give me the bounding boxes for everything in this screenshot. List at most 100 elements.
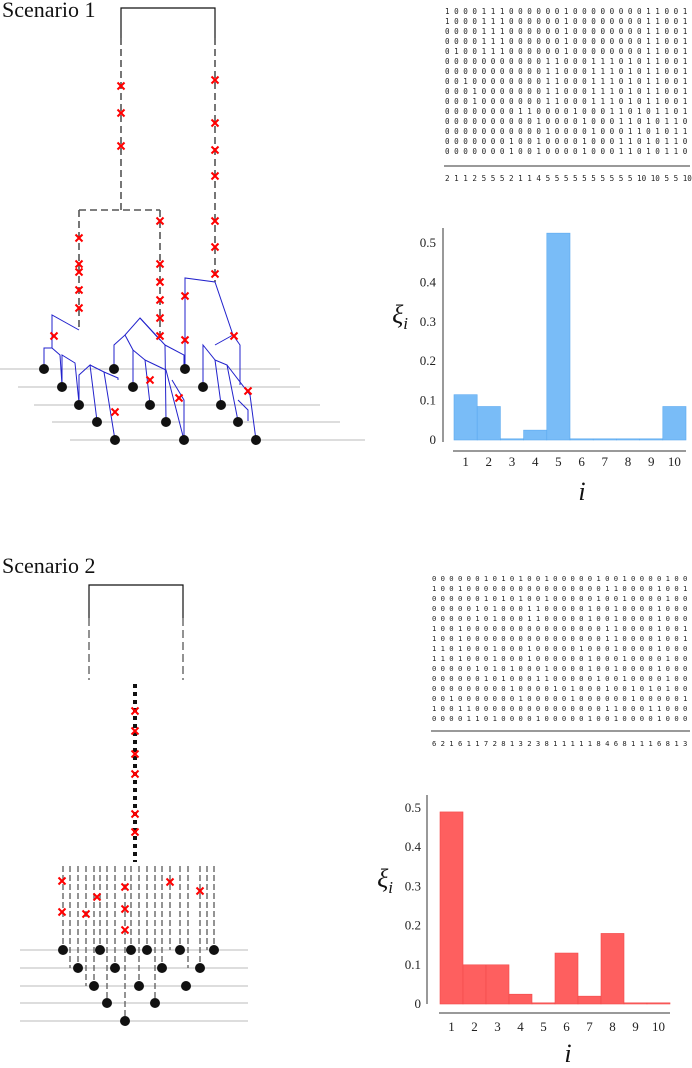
matrix-row: 1 0 0 1 1 0 0 0 0 0 0 0 0 0 0 0 0 0 0 0 … xyxy=(432,704,692,713)
bar-4 xyxy=(523,429,548,441)
scenario-1-xi-bar-chart: 0 0.1 0.2 0.3 0.4 0.5 1 2 3 4 5 6 7 8 9 10 ξi i xyxy=(392,228,687,506)
bar-10 xyxy=(662,406,687,441)
x-tick-label: 4 xyxy=(532,454,539,469)
x-tick-label: 2 xyxy=(471,1019,478,1034)
matrix-row: 1 1 0 1 0 0 0 1 0 0 0 1 0 0 0 0 0 1 0 0 … xyxy=(432,644,692,653)
y-tick-label: 0.3 xyxy=(405,878,421,893)
x-tick-label: 10 xyxy=(668,454,681,469)
bar-7 xyxy=(577,995,602,1005)
matrix-row: 0 0 0 0 0 1 0 1 0 1 0 0 0 1 0 0 0 0 1 0 … xyxy=(432,664,692,673)
matrix-row: 0 0 0 1 0 0 0 0 0 0 0 1 1 0 0 0 1 1 1 0 … xyxy=(445,97,692,106)
matrix-row: 0 0 1 0 0 0 0 0 0 0 0 1 1 0 0 0 1 1 1 0 … xyxy=(445,77,692,86)
x-tick-label: 8 xyxy=(609,1019,616,1034)
y-tick-label: 0.3 xyxy=(420,314,436,329)
x-axis-label: i xyxy=(578,477,585,506)
bar-2 xyxy=(476,406,501,441)
x-tick-labels: 1 2 3 4 5 6 7 8 9 10 xyxy=(462,454,681,469)
bar-2 xyxy=(462,964,487,1005)
y-tick-label: 0.2 xyxy=(405,918,421,933)
matrix-row: 1 0 0 1 0 0 0 0 0 0 0 0 0 0 0 0 0 0 0 0 … xyxy=(432,634,692,643)
x-tick-label: 1 xyxy=(448,1019,455,1034)
x-tick-label: 7 xyxy=(602,454,609,469)
matrix-row: 0 0 0 0 0 0 0 0 0 1 0 0 0 0 1 0 1 0 0 0 … xyxy=(432,684,692,693)
scenario-2-title: Scenario 2 xyxy=(2,553,96,578)
matrix-row: 0 0 0 0 0 0 0 0 1 1 0 0 0 0 1 0 0 0 1 1 … xyxy=(445,107,688,116)
matrix-row: 1 0 0 1 0 0 0 0 0 0 0 0 0 0 0 0 0 0 0 0 … xyxy=(432,584,692,593)
y-tick-label: 0.1 xyxy=(420,393,436,408)
matrix-row: 1 0 0 0 1 1 1 0 0 0 0 0 0 1 0 0 0 0 0 0 … xyxy=(445,17,692,26)
bar-9 xyxy=(623,1002,648,1005)
matrix-row: 0 0 0 0 1 1 1 0 0 0 0 0 0 1 0 0 0 0 0 0 … xyxy=(445,37,692,46)
matrix-row: 0 0 0 0 0 0 1 0 1 0 1 0 0 1 0 0 0 0 0 1 … xyxy=(432,574,692,583)
x-tick-label: 6 xyxy=(578,454,585,469)
y-tick-label: 0.1 xyxy=(405,957,421,972)
matrix-column-sums: 6 2 1 6 1 1 7 2 8 1 3 2 3 8 1 1 1 1 1 8 … xyxy=(432,739,692,748)
matrix-row: 0 0 0 0 0 0 1 0 1 0 1 0 0 1 0 0 0 0 0 1 … xyxy=(432,594,692,603)
x-tick-label: 9 xyxy=(632,1019,639,1034)
x-tick-label: 1 xyxy=(462,454,469,469)
matrix-row: 1 0 0 1 0 0 0 0 0 0 0 0 0 0 0 0 0 0 0 0 … xyxy=(432,624,692,633)
bar-8 xyxy=(600,933,625,1005)
bar-3 xyxy=(500,438,524,441)
bar-1 xyxy=(453,394,478,441)
mutation-marks xyxy=(49,75,253,417)
matrix-row: 1 1 0 1 0 0 0 1 0 0 0 1 0 0 0 0 0 0 1 0 … xyxy=(432,654,692,663)
matrix-row: 0 0 0 0 0 0 0 0 0 0 0 1 1 0 0 0 1 1 1 0 … xyxy=(445,67,692,76)
y-tick-label: 0.5 xyxy=(405,800,421,815)
y-tick-labels: 0 0.1 0.2 0.3 0.4 0.5 xyxy=(405,800,422,1011)
matrix-row: 0 0 0 0 0 0 0 1 0 0 1 0 0 0 0 1 0 0 0 1 … xyxy=(445,147,692,156)
bar-7 xyxy=(592,438,617,441)
scenario-1-title: Scenario 1 xyxy=(2,0,96,22)
bars xyxy=(439,811,671,1005)
scenario-1-genealogy-tree xyxy=(0,7,365,445)
scenario-2-genealogy-tree xyxy=(20,584,248,1026)
matrix-row: 1 0 0 0 1 1 1 0 0 0 0 0 0 1 0 0 0 0 0 0 … xyxy=(445,7,692,16)
bars xyxy=(453,232,687,441)
y-tick-label: 0 xyxy=(430,432,437,447)
bar-1 xyxy=(439,811,464,1005)
x-tick-label: 6 xyxy=(563,1019,570,1034)
x-tick-label: 9 xyxy=(648,454,655,469)
matrix-row: 0 0 0 0 0 0 0 0 0 0 1 0 0 0 0 1 0 0 0 1 … xyxy=(445,117,692,126)
matrix-row: 0 1 0 0 1 1 1 0 0 0 0 0 0 1 0 0 0 0 0 0 … xyxy=(445,47,692,56)
matrix-row: 0 0 0 0 0 0 0 1 0 0 1 0 0 0 0 1 0 0 0 1 … xyxy=(445,137,692,146)
bar-4 xyxy=(508,993,533,1005)
matrix-row: 0 0 0 0 0 0 0 0 0 0 0 1 0 0 0 0 1 0 0 0 … xyxy=(445,127,692,136)
matrix-row: 0 0 0 0 1 1 1 0 0 0 0 0 0 1 0 0 0 0 0 0 … xyxy=(445,27,692,36)
scenario-1-haplotype-matrix: 1 0 0 0 1 1 1 0 0 0 0 0 0 1 0 0 0 0 0 0 … xyxy=(444,7,692,183)
matrix-row: 0 0 0 1 0 0 0 0 0 0 0 1 1 0 0 0 1 1 1 0 … xyxy=(445,87,692,96)
x-tick-label: 8 xyxy=(625,454,632,469)
y-axis-label-subscript: i xyxy=(388,878,393,897)
y-tick-label: 0.4 xyxy=(405,839,422,854)
x-tick-labels: 1 2 3 4 5 6 7 8 9 10 xyxy=(448,1019,665,1034)
bar-5 xyxy=(531,1002,556,1005)
x-tick-label: 7 xyxy=(586,1019,593,1034)
bar-6 xyxy=(569,438,594,441)
matrix-column-sums: 2 1 1 2 5 5 5 2 1 1 4 5 5 5 5 5 5 5 5 5 … xyxy=(445,174,692,183)
bar-9 xyxy=(639,438,664,441)
matrix-row: 0 0 0 0 0 1 0 1 0 0 0 1 1 0 0 0 0 0 1 0 … xyxy=(432,614,692,623)
y-tick-label: 0.2 xyxy=(420,353,436,368)
x-tick-label: 5 xyxy=(540,1019,547,1034)
y-tick-labels: 0 0.1 0.2 0.3 0.4 0.5 xyxy=(420,235,437,447)
matrix-row: 0 0 1 0 0 0 0 0 0 0 1 0 0 0 0 0 1 0 0 0 … xyxy=(432,694,692,703)
y-axis-label: ξi xyxy=(392,300,408,333)
x-axis-label: i xyxy=(564,1039,571,1068)
y-tick-label: 0.4 xyxy=(420,274,437,289)
x-tick-label: 3 xyxy=(494,1019,501,1034)
matrix-row: 0 0 0 0 0 1 0 1 0 0 0 1 1 0 0 0 0 0 1 0 … xyxy=(432,604,692,613)
x-tick-label: 2 xyxy=(486,454,493,469)
bar-10 xyxy=(646,1002,671,1005)
bar-3 xyxy=(485,964,510,1005)
y-tick-label: 0 xyxy=(415,996,422,1011)
mutation-marks xyxy=(57,706,205,935)
matrix-row: 0 0 0 0 0 0 1 0 1 0 0 0 1 1 0 0 0 0 0 1 … xyxy=(432,674,692,683)
bar-8 xyxy=(616,438,640,441)
x-tick-label: 5 xyxy=(555,454,562,469)
x-tick-label: 3 xyxy=(509,454,516,469)
y-axis-label-subscript: i xyxy=(403,314,408,333)
scenario-2-haplotype-matrix: 0 0 0 0 0 0 1 0 1 0 1 0 0 1 0 0 0 0 0 1 … xyxy=(431,574,692,748)
x-tick-label: 10 xyxy=(652,1019,665,1034)
y-tick-label: 0.5 xyxy=(420,235,436,250)
matrix-row: 0 0 0 0 1 1 0 1 0 0 0 0 1 0 0 0 0 0 1 0 … xyxy=(432,714,692,723)
